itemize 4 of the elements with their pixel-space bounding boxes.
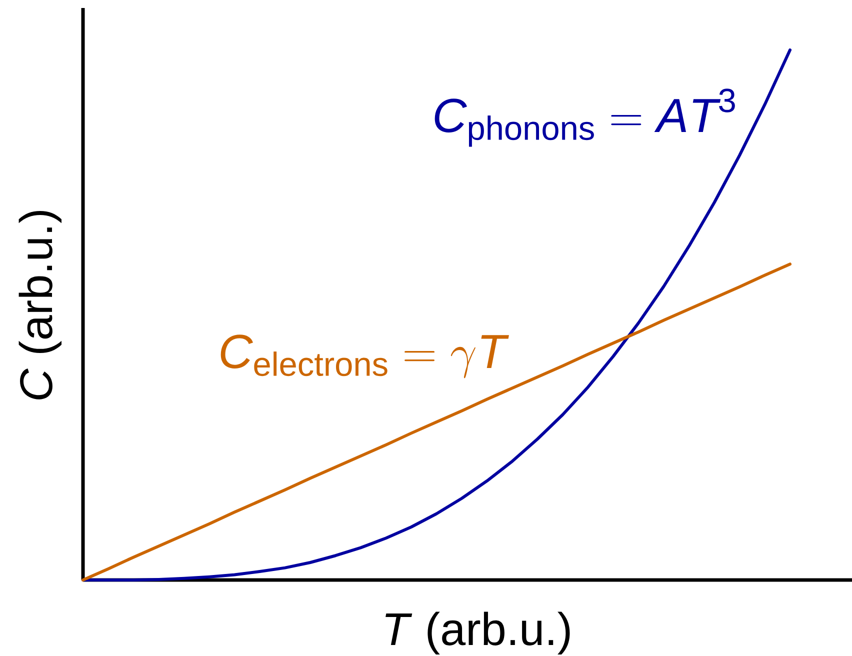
series-label: $\mathit{C}_{\mathrm{phonons}} \mathrel{\mathrm{=}} \mathit{AT}^{\mathrm{3}}$	[434, 88, 735, 147]
x-axis-title: T (arb.u.)	[386, 612, 570, 654]
y-axis-title: C (arb.u.)	[18, 210, 62, 400]
series-label: $\mathit{C}_{\mathrm{electrons}} \mathrel{\mathrm{=}} \gamma\mathit{T}$	[220, 334, 509, 378]
